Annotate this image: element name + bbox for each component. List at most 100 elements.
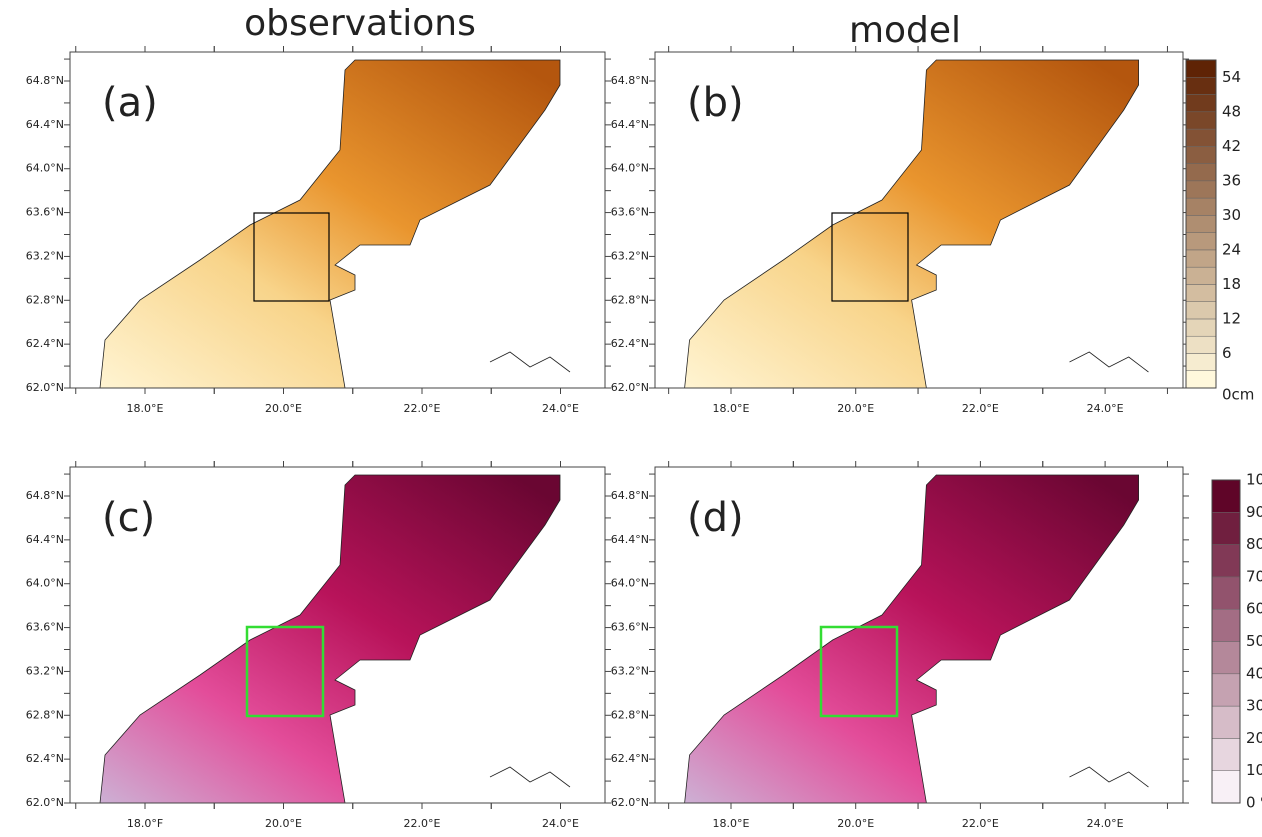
lon-tick-label: 18.0°E	[127, 402, 164, 415]
lat-tick-label: 64.0°N	[26, 162, 64, 175]
lat-tick-label: 63.6°N	[611, 206, 649, 219]
colorbar-segment	[1185, 163, 1217, 182]
colorbar-segment	[1185, 249, 1217, 268]
lat-tick-label: 62.8°N	[26, 293, 64, 306]
lat-tick-label: 62.8°N	[26, 708, 64, 721]
lon-tick-label: 20.0°E	[837, 402, 874, 415]
lat-tick-label: 63.6°N	[26, 206, 64, 219]
lat-tick-label: 62.0°N	[26, 381, 64, 394]
colorbar-segment	[1185, 197, 1217, 216]
colorbar-label: 70	[1246, 567, 1262, 585]
colorbar-label: 50	[1246, 632, 1262, 650]
colorbar-segment	[1185, 266, 1217, 285]
lon-tick-label: 24.0°E	[542, 817, 579, 830]
lat-tick-label: 62.0°N	[611, 381, 649, 394]
colorbar-segment	[1185, 111, 1217, 130]
lat-tick-label: 64.8°N	[26, 489, 64, 502]
colorbar-label: 80	[1246, 535, 1262, 553]
colorbar-segment	[1185, 370, 1217, 389]
colorbar-label: 18	[1222, 275, 1241, 293]
sea-field	[684, 59, 1139, 389]
region-box	[831, 212, 909, 302]
colorbar-segment	[1185, 128, 1217, 147]
colorbar-segment	[1185, 94, 1217, 113]
colorbar-segment	[1185, 215, 1217, 233]
lat-tick-label: 63.2°N	[26, 664, 64, 677]
lat-tick-label: 62.4°N	[26, 752, 64, 765]
sea-field	[99, 474, 561, 804]
map-panel	[99, 59, 571, 389]
lat-tick-label: 62.4°N	[611, 337, 649, 350]
region-box	[245, 625, 325, 718]
colorbar-segment	[1211, 479, 1241, 513]
colorbar-frame	[1185, 59, 1217, 389]
colorbar-label: 100	[1246, 471, 1262, 489]
lat-tick-label: 63.6°N	[611, 621, 649, 634]
colorbar-segment	[1211, 770, 1241, 804]
lat-tick-label: 64.4°N	[26, 118, 64, 131]
colorbar-segment	[1185, 335, 1217, 354]
colorbar-segment	[1211, 673, 1241, 707]
colorbar-segment	[1211, 576, 1241, 610]
colorbar-label: 48	[1222, 102, 1241, 120]
lon-tick-label: 18.0°E	[713, 817, 750, 830]
lat-tick-label: 64.4°N	[611, 533, 649, 546]
colorbar-segment	[1211, 738, 1241, 771]
colorbar-segment	[1211, 512, 1241, 545]
lon-tick-label: 20.0°E	[265, 817, 302, 830]
map-panel	[99, 474, 571, 804]
lat-tick-label: 62.4°N	[26, 337, 64, 350]
colorbar-label: 0cm	[1222, 386, 1254, 404]
lat-tick-label: 63.2°N	[611, 249, 649, 262]
colorbar-segment	[1185, 353, 1217, 371]
lon-tick-label: 20.0°E	[837, 817, 874, 830]
lon-tick-label: 20.0°E	[265, 402, 302, 415]
lat-tick-label: 63.2°N	[611, 664, 649, 677]
panel-label: (b)	[687, 80, 744, 126]
sea-field	[684, 474, 1139, 804]
region-box	[819, 625, 899, 718]
lat-tick-label: 64.8°N	[611, 489, 649, 502]
lon-tick-label: 24.0°E	[1087, 817, 1124, 830]
colorbar-label: 30	[1222, 206, 1241, 224]
sea-field	[99, 59, 561, 389]
region-box	[253, 212, 330, 302]
colorbar-label: 12	[1222, 309, 1241, 327]
lat-tick-label: 64.4°N	[26, 533, 64, 546]
lat-tick-label: 62.8°N	[611, 708, 649, 721]
panel-label: (c)	[102, 495, 155, 541]
lon-tick-label: 22.0°E	[962, 402, 999, 415]
lon-tick-label: 24.0°E	[1087, 402, 1124, 415]
colorbar-label: 10	[1246, 761, 1262, 779]
colorbar-label: 60	[1246, 600, 1262, 618]
lat-tick-label: 62.8°N	[611, 293, 649, 306]
lat-tick-label: 63.6°N	[26, 621, 64, 634]
colorbar-segment	[1185, 146, 1217, 164]
column-title: model	[849, 10, 961, 51]
lat-tick-label: 64.0°N	[26, 577, 64, 590]
colorbar-label: 30	[1246, 697, 1262, 715]
colorbar-segment	[1211, 544, 1241, 578]
panel-label: (d)	[687, 495, 744, 541]
colorbar-label: 40	[1246, 664, 1262, 682]
colorbar-label: 20	[1246, 729, 1262, 747]
lon-tick-label: 18.0°E	[713, 402, 750, 415]
colorbar-label: 36	[1222, 171, 1241, 189]
colorbar-frame	[1211, 479, 1241, 804]
colorbar-segment	[1185, 77, 1217, 95]
lon-tick-label: 22.0°E	[962, 817, 999, 830]
lon-tick-label: 22.0°E	[404, 817, 441, 830]
colorbar-label: 42	[1222, 137, 1241, 155]
frame	[69, 466, 606, 804]
colorbar-segment	[1185, 318, 1217, 337]
colorbar-segment	[1185, 59, 1217, 78]
lon-tick-label: 24.0°E	[542, 402, 579, 415]
frame	[69, 51, 606, 389]
colorbar-segment	[1185, 232, 1217, 251]
colorbar-label: 90	[1246, 503, 1262, 521]
coastline	[489, 766, 571, 788]
lat-tick-label: 64.4°N	[611, 118, 649, 131]
lat-tick-label: 64.0°N	[611, 162, 649, 175]
lat-tick-label: 64.8°N	[26, 74, 64, 87]
